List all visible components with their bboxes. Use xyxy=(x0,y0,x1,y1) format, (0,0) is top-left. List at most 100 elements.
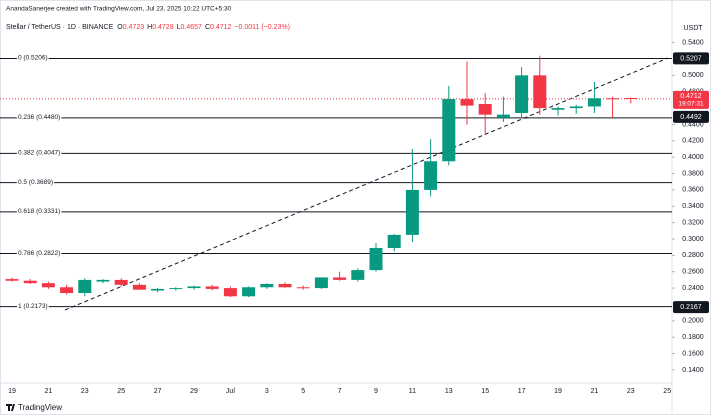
y-tick-label: 0.3800 xyxy=(682,170,704,177)
x-tick-label: 25 xyxy=(117,388,125,395)
candle-body xyxy=(569,106,583,109)
candle-body xyxy=(151,288,165,291)
candle-body xyxy=(187,286,201,289)
candle-body xyxy=(460,99,474,106)
candle-body xyxy=(478,103,492,115)
x-tick-label: 21 xyxy=(591,388,599,395)
candle-body xyxy=(496,114,510,118)
x-tick-label: 23 xyxy=(81,388,89,395)
symbol: Stellar / TetherUS · 1D · BINANCE xyxy=(6,24,114,31)
candle-body xyxy=(132,284,146,290)
y-tick-label: 0.3600 xyxy=(682,187,704,194)
x-tick-label: 25 xyxy=(663,388,671,395)
fib-label: 0 (0.5206) xyxy=(18,55,48,62)
y-tick-label: 0.3000 xyxy=(682,236,704,243)
y-tick-label: 0.4400 xyxy=(682,121,704,128)
x-tick-label: 19 xyxy=(554,388,562,395)
candle-body xyxy=(405,189,419,235)
ohlc-value: 0.4657 xyxy=(181,24,203,31)
candle-body xyxy=(278,283,292,288)
x-tick-label: 7 xyxy=(338,388,342,395)
candle-body xyxy=(587,98,601,107)
x-tick-label: 29 xyxy=(190,388,198,395)
fib-label: 0.382 (0.4047) xyxy=(18,150,60,157)
x-tick-label: 21 xyxy=(45,388,53,395)
candle-body xyxy=(114,279,128,285)
candle-body xyxy=(296,287,310,289)
candle-body xyxy=(442,99,456,162)
x-tick-label: 3 xyxy=(265,388,269,395)
x-tick-label: 15 xyxy=(481,388,489,395)
y-tick-label: 0.2800 xyxy=(682,252,704,259)
y-tick-label: 0.1400 xyxy=(682,367,704,374)
ohlc-key: C xyxy=(205,24,210,31)
fib-label: 0.5 (0.3689) xyxy=(18,179,53,186)
x-tick-label: 19 xyxy=(8,388,16,395)
y-tick-label: 0.1800 xyxy=(682,334,704,341)
candle-body xyxy=(169,288,183,290)
watermark: TradingView xyxy=(6,403,62,412)
fib-label: 0.236 (0.4480) xyxy=(18,114,60,121)
candle-body xyxy=(515,75,529,113)
price-label-bg xyxy=(673,52,709,65)
ohlc-key: H xyxy=(147,24,152,31)
candle-body xyxy=(551,108,565,110)
last-price-bg xyxy=(673,90,709,109)
fib-label: 0.618 (0.3331) xyxy=(18,208,60,215)
candle-body xyxy=(5,279,19,281)
x-tick-label: 17 xyxy=(518,388,526,395)
ohlc-change: −0.0011 (−0.23%) xyxy=(234,24,290,31)
countdown: 19:07:31 xyxy=(678,101,704,108)
candle-body xyxy=(387,234,401,248)
y-tick-label: 0.5000 xyxy=(682,72,704,79)
logo xyxy=(6,404,15,411)
candle-body xyxy=(351,270,365,280)
candle-body xyxy=(369,247,383,271)
x-tick-label: Jul xyxy=(226,388,235,395)
price-label: 0.4492 xyxy=(680,114,702,121)
ohlc-value: 0.4723 xyxy=(123,24,145,31)
x-tick-label: 5 xyxy=(301,388,305,395)
candle-body xyxy=(333,277,347,280)
fib-label: 1 (0.2173) xyxy=(18,303,48,310)
y-tick-label: 0.3200 xyxy=(682,219,704,226)
candle-body xyxy=(23,280,37,284)
candle-body xyxy=(314,277,328,289)
fib-label: 0.786 (0.2822) xyxy=(18,250,60,257)
y-tick-label: 0.1600 xyxy=(682,350,704,357)
candle-body xyxy=(78,279,92,293)
y-tick-label: 0.5400 xyxy=(682,39,704,46)
y-tick-label: 0.3400 xyxy=(682,203,704,210)
candle-body xyxy=(60,287,74,293)
ohlc-key: L xyxy=(177,24,181,31)
candle-body xyxy=(624,98,638,100)
candle-body xyxy=(242,287,256,297)
candle-body xyxy=(223,288,237,297)
y-tick-label: 0.4200 xyxy=(682,138,704,145)
x-tick-label: 27 xyxy=(154,388,162,395)
y-tick-label: 0.2400 xyxy=(682,285,704,292)
symbol-header: Stellar / TetherUS · 1D · BINANCE O0.4723… xyxy=(6,24,290,31)
y-tick-label: 0.4000 xyxy=(682,154,704,161)
ohlc-key: O xyxy=(117,24,123,31)
x-tick-label: 13 xyxy=(445,388,453,395)
price-label: 0.2167 xyxy=(680,304,702,311)
last-price-label: 0.4712 xyxy=(680,93,702,100)
watermark-text: TradingView xyxy=(18,403,62,412)
candle-body xyxy=(424,161,438,190)
ohlc-value: 0.4728 xyxy=(152,24,174,31)
price-label-bg xyxy=(673,110,709,123)
y-tick-label: 0.2000 xyxy=(682,318,704,325)
price-label: 0.5207 xyxy=(680,55,702,62)
candle-body xyxy=(606,98,620,100)
credit: AnandaSanerjee created with TradingView.… xyxy=(6,6,232,13)
currency: USDT xyxy=(683,25,703,32)
candle-body xyxy=(533,75,547,109)
x-tick-label: 23 xyxy=(627,388,635,395)
ohlc-value: 0.4712 xyxy=(210,24,232,31)
x-tick-label: 11 xyxy=(409,388,416,395)
candle-body xyxy=(41,283,55,288)
x-tick-label: 9 xyxy=(374,388,378,395)
